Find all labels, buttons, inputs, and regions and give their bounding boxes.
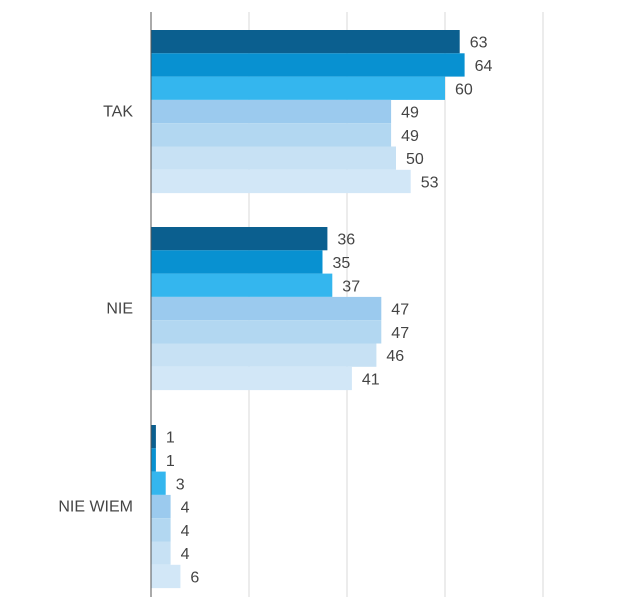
bar-nie-s2 (151, 250, 323, 274)
category-labels: TAK NIE NIE WIEM (58, 104, 133, 516)
data-label: 47 (391, 325, 409, 342)
data-label: 41 (362, 371, 380, 388)
bar-nie-wiem-s6 (151, 541, 171, 565)
bar-tak-s3 (151, 76, 445, 100)
bar-nie-wiem-s4 (151, 494, 171, 519)
category-label: TAK (103, 104, 133, 121)
bar-tak-s4 (151, 99, 392, 124)
bar-nie-s5 (151, 320, 382, 344)
data-label: 60 (455, 81, 473, 98)
data-label: 4 (181, 500, 190, 517)
bar-nie-wiem-s1 (151, 425, 156, 449)
data-label: 6 (190, 569, 199, 586)
bar-nie-s3 (151, 273, 333, 297)
data-label: 4 (181, 546, 190, 563)
bar-tak-s6 (151, 146, 396, 170)
category-label: NIE WIEM (58, 499, 133, 516)
data-label: 50 (406, 151, 424, 168)
data-label: 49 (401, 105, 419, 122)
data-label: 3 (176, 476, 185, 493)
bar-nie-wiem-s3 (151, 471, 166, 495)
data-label: 37 (342, 278, 360, 295)
data-label: 53 (421, 174, 439, 191)
data-label: 46 (386, 348, 404, 365)
category-label: NIE (106, 301, 133, 318)
data-label: 63 (470, 35, 488, 52)
data-label: 1 (166, 453, 175, 470)
bar-nie-s7 (151, 366, 352, 391)
bar-tak-s2 (151, 53, 465, 77)
bars (151, 30, 465, 589)
data-label: 1 (166, 430, 175, 447)
data-label: 64 (475, 58, 493, 75)
data-label: 36 (337, 232, 355, 249)
data-label: 47 (391, 302, 409, 319)
bar-tak-s7 (151, 169, 411, 194)
bar-nie-s6 (151, 343, 377, 367)
bar-nie-wiem-s7 (151, 564, 181, 589)
bar-nie-wiem-s5 (151, 518, 171, 542)
data-label: 35 (333, 255, 351, 272)
bar-nie-s1 (151, 227, 328, 251)
bar-tak-s5 (151, 123, 392, 147)
bar-nie-wiem-s2 (151, 448, 156, 472)
bar-nie-s4 (151, 296, 382, 321)
bar-tak-s1 (151, 30, 460, 54)
data-label: 4 (181, 523, 190, 540)
data-label: 49 (401, 128, 419, 145)
